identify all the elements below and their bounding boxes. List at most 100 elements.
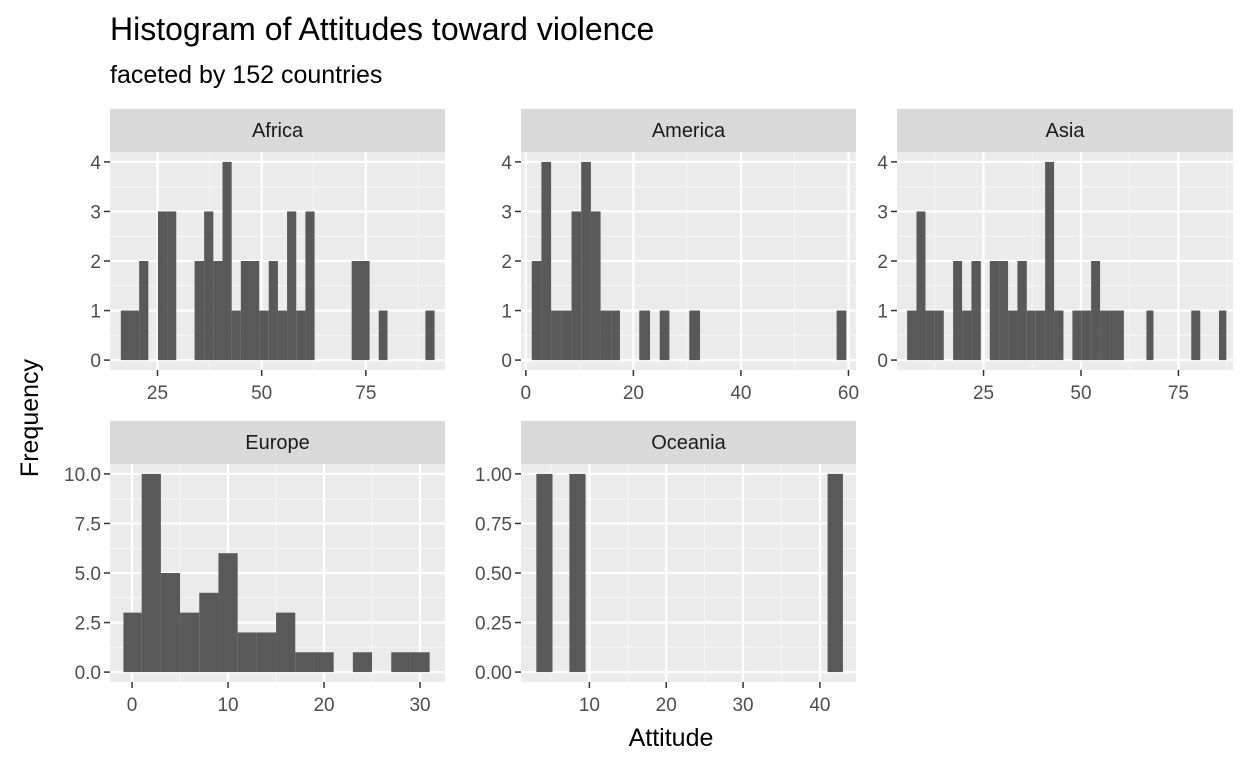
- histogram-bar: [351, 261, 370, 361]
- histogram-bar: [157, 211, 168, 361]
- x-tick-label: 40: [809, 695, 830, 716]
- histogram-bar: [600, 310, 612, 361]
- y-tick-label: 0.25: [475, 614, 512, 635]
- y-tick-label: 0.50: [475, 564, 512, 585]
- y-tick-label: 1: [90, 302, 101, 323]
- chart-subtitle: faceted by 152 countries: [110, 61, 382, 89]
- facet-strip-label: Africa: [252, 120, 304, 142]
- histogram-bar: [237, 632, 257, 673]
- x-tick-label: 75: [355, 383, 376, 404]
- histogram-bar: [139, 261, 149, 361]
- histogram-bar: [256, 632, 277, 673]
- histogram-bar: [1191, 310, 1201, 361]
- histogram-bar: [141, 473, 161, 673]
- histogram-bars: [531, 161, 847, 361]
- x-tick-label: 25: [147, 383, 168, 404]
- histogram-bar: [167, 211, 177, 361]
- y-tick-label: 10.0: [64, 465, 101, 486]
- y-tick-label: 1.00: [475, 465, 512, 486]
- histogram-bar: [569, 473, 586, 673]
- histogram-bars: [123, 473, 430, 673]
- facet-strip: [110, 421, 445, 464]
- facet-europe: Europe 0.0 2.5 5.0 7.5 10.0 0 10 20 30: [64, 421, 445, 716]
- histogram-bar: [425, 310, 435, 361]
- histogram-bar: [611, 310, 620, 361]
- histogram-bar: [551, 310, 562, 361]
- histogram-bar: [571, 211, 582, 361]
- histogram-bar: [541, 161, 552, 361]
- histogram-bar: [1045, 161, 1055, 361]
- histogram-bar: [1035, 310, 1046, 361]
- y-tick-label: 2: [501, 252, 512, 273]
- chart-title: Histogram of Attitudes toward violence: [110, 11, 654, 47]
- histogram-bar: [581, 161, 591, 361]
- histogram-bars: [536, 473, 843, 673]
- histogram-bar: [536, 473, 553, 673]
- x-tick-label: 50: [1070, 383, 1091, 404]
- histogram-bar: [378, 310, 388, 361]
- histogram-bar: [1017, 261, 1027, 361]
- facet-strip: [897, 109, 1233, 152]
- facet-strip: [521, 421, 856, 464]
- histogram-bar: [1081, 310, 1092, 361]
- histogram-bar: [1008, 310, 1018, 361]
- facet-africa: Africa 0 1 2 3 4 25 50 75: [90, 109, 445, 404]
- histogram-bar: [1026, 310, 1036, 361]
- facet-strip-label: Europe: [245, 432, 310, 454]
- x-tick-label: 75: [1168, 383, 1189, 404]
- histogram-bar: [1072, 310, 1082, 361]
- facet-strip-label: America: [652, 120, 726, 142]
- histogram-bar: [240, 261, 250, 361]
- facet-asia: Asia 0 1 2 3 4 25 50 75: [877, 109, 1233, 404]
- histogram-bar: [907, 310, 917, 361]
- x-tick-label: 10: [579, 695, 600, 716]
- x-tick-label: 60: [838, 383, 859, 404]
- facet-strip-label: Oceania: [651, 432, 726, 454]
- x-tick-label: 25: [973, 383, 994, 404]
- histogram-bars: [120, 161, 435, 361]
- histogram-bar: [1218, 310, 1227, 361]
- histogram-bar: [1054, 310, 1064, 361]
- histogram-bar: [561, 310, 572, 361]
- histogram-bar: [1091, 261, 1101, 361]
- histogram-bar: [277, 310, 288, 361]
- histogram-bar: [962, 310, 972, 361]
- y-tick-label: 3: [90, 202, 101, 223]
- y-tick-label: 3: [877, 202, 888, 223]
- x-tick-label: 30: [732, 695, 753, 716]
- histogram-bar: [916, 211, 926, 361]
- histogram-bar: [925, 310, 935, 361]
- histogram-bar: [204, 211, 214, 361]
- y-tick-label: 4: [877, 153, 888, 174]
- histogram-bars: [907, 161, 1227, 361]
- y-tick-label: 2: [90, 252, 101, 273]
- histogram-bar: [971, 261, 981, 361]
- histogram-bar: [689, 310, 701, 361]
- x-axis-title: Attitude: [629, 724, 714, 752]
- histogram-bar: [352, 652, 373, 673]
- histogram-bar: [827, 473, 843, 673]
- y-tick-label: 5.0: [75, 564, 101, 585]
- x-tick-label: 0: [521, 383, 532, 404]
- y-tick-label: 4: [90, 153, 101, 174]
- y-tick-label: 2.5: [75, 614, 101, 635]
- y-tick-label: 0.0: [75, 663, 101, 684]
- histogram-bar: [222, 161, 232, 361]
- histogram-bar: [305, 211, 315, 361]
- y-tick-label: 4: [501, 153, 512, 174]
- facet-strip: [521, 109, 856, 152]
- histogram-bar: [934, 310, 944, 361]
- y-tick-label: 3: [501, 202, 512, 223]
- histogram-bar: [250, 261, 260, 361]
- x-tick-label: 30: [409, 695, 430, 716]
- histogram-bar: [218, 553, 238, 673]
- facet-oceania: Oceania 0.00 0.25 0.50 0.75 1.00 10 20 30 40: [475, 421, 856, 716]
- panel-grid: [897, 152, 1233, 370]
- histogram-bar: [1146, 310, 1154, 361]
- x-tick-label: 40: [730, 383, 751, 404]
- histogram-bar: [410, 652, 430, 673]
- y-tick-label: 1: [501, 302, 512, 323]
- histogram-bar: [590, 211, 601, 361]
- histogram-bar: [199, 592, 219, 673]
